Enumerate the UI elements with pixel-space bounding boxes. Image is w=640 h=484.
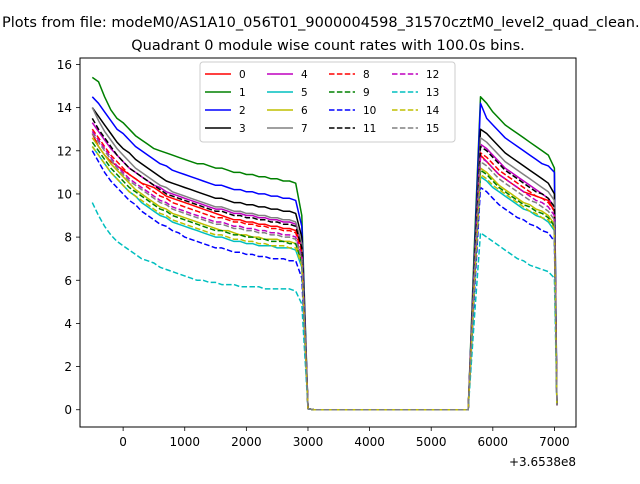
x-tick-label: 4000 [354, 435, 385, 449]
legend-label-7: 7 [301, 123, 308, 135]
legend-label-9: 9 [363, 87, 370, 99]
y-tick-label: 14 [57, 101, 72, 115]
legend-label-5: 5 [301, 87, 308, 99]
y-tick-label: 10 [57, 187, 72, 201]
y-tick-label: 4 [64, 317, 72, 331]
legend-label-13: 13 [426, 87, 439, 99]
series-line-15 [91, 133, 558, 411]
x-tick-label: 1000 [169, 435, 200, 449]
legend-label-4: 4 [301, 69, 308, 81]
series-line-8 [91, 128, 558, 411]
legend-label-12: 12 [426, 69, 439, 81]
y-tick-label: 12 [57, 144, 72, 158]
x-tick-label: 7000 [539, 435, 570, 449]
y-tick-label: 16 [57, 58, 72, 72]
x-tick-label: 0 [119, 435, 127, 449]
y-tick-label: 2 [64, 360, 72, 374]
legend-box [199, 61, 456, 143]
legend-label-6: 6 [301, 105, 308, 117]
chart-title: Quadrant 0 module wise count rates with … [131, 38, 525, 54]
x-tick-label: 3000 [293, 435, 324, 449]
x-tick-label: 5000 [416, 435, 447, 449]
axis-ticks: 0 1000 2000 3000 4000 5000 6000 700002468101214… [57, 58, 570, 449]
legend-label-1: 1 [239, 87, 246, 99]
legend-label-3: 3 [239, 123, 246, 135]
legend-label-11: 11 [363, 123, 376, 135]
legend-label-10: 10 [363, 105, 376, 117]
legend-label-8: 8 [363, 69, 370, 81]
x-tick-label: 6000 [478, 435, 509, 449]
legend-label-14: 14 [426, 105, 440, 117]
y-tick-label: 6 [64, 274, 72, 288]
x-offset-label: +3.6538e8 [509, 455, 576, 469]
x-tick-label: 2000 [231, 435, 262, 449]
axes-frame [79, 57, 577, 428]
legend-label-2: 2 [239, 105, 246, 117]
legend-label-0: 0 [239, 69, 246, 81]
plot-area [91, 76, 558, 411]
chart-suptitle: Plots from file: modeM0/AS1A10_056T01_90… [2, 15, 640, 31]
legend-label-15: 15 [426, 123, 439, 135]
y-tick-label: 0 [64, 403, 72, 417]
y-tick-label: 8 [64, 231, 72, 245]
